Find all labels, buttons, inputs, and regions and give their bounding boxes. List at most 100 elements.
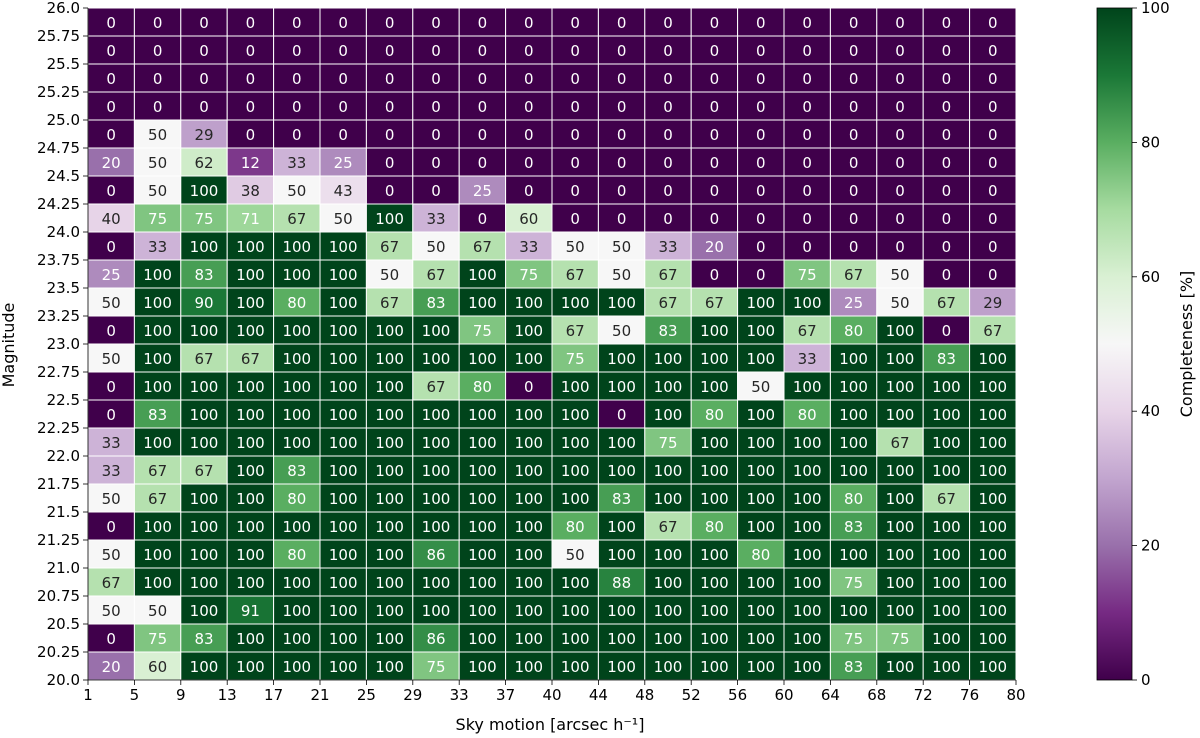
cell-value-label: 0 — [663, 42, 673, 60]
cell-value-label: 0 — [802, 98, 812, 116]
cell-value-label: 0 — [756, 182, 766, 200]
cell-value-label: 0 — [431, 70, 441, 88]
heatmap-cell — [969, 483, 1017, 513]
cell-value-label: 80 — [473, 378, 492, 396]
cell-value-label: 0 — [478, 154, 488, 172]
cell-value-label: 0 — [802, 70, 812, 88]
cell-value-label: 0 — [478, 42, 488, 60]
cell-value-label: 100 — [236, 462, 265, 480]
y-axis-label: Magnitude — [0, 303, 18, 388]
cell-value-label: 100 — [190, 518, 219, 536]
cell-value-label: 100 — [746, 602, 775, 620]
cell-value-label: 0 — [524, 126, 534, 144]
cell-value-label: 100 — [654, 546, 683, 564]
x-tick-label: 48 — [635, 686, 654, 704]
heatmap-cell — [969, 147, 1017, 177]
heatmap-cell — [319, 455, 367, 485]
y-tick-label: 22.0 — [47, 447, 80, 465]
cell-value-label: 0 — [942, 70, 952, 88]
cell-value-label: 0 — [292, 42, 302, 60]
colorbar-tick-label: 20 — [1141, 537, 1160, 555]
cell-value-label: 100 — [700, 490, 729, 508]
cell-value-label: 100 — [700, 602, 729, 620]
cell-value-label: 100 — [329, 322, 358, 340]
cell-value-label: 100 — [468, 574, 497, 592]
cell-value-label: 0 — [710, 42, 720, 60]
cell-value-label: 100 — [746, 294, 775, 312]
cell-value-label: 67 — [241, 350, 260, 368]
cell-value-label: 0 — [338, 42, 348, 60]
cell-value-label: 0 — [199, 14, 209, 32]
heatmap-cell — [551, 483, 599, 513]
cell-value-label: 0 — [570, 182, 580, 200]
cell-value-label: 100 — [978, 462, 1007, 480]
cell-value-label: 0 — [802, 126, 812, 144]
heatmap-cell — [365, 315, 414, 345]
cell-value-label: 100 — [422, 490, 451, 508]
cell-value-label: 0 — [106, 238, 116, 256]
heatmap-cell — [876, 371, 924, 401]
cell-value-label: 100 — [143, 378, 172, 396]
cell-value-label: 100 — [607, 462, 636, 480]
x-tick-label: 80 — [1006, 686, 1025, 704]
cell-value-label: 100 — [236, 574, 265, 592]
heatmap-cell — [783, 91, 831, 121]
heatmap-cell — [551, 35, 599, 65]
heatmap-cell — [180, 651, 228, 681]
y-tick-label: 20.5 — [47, 615, 80, 633]
cell-value-label: 0 — [524, 42, 534, 60]
heatmap-cell — [783, 7, 831, 37]
heatmap-cell — [690, 483, 739, 513]
cell-value-label: 0 — [802, 14, 812, 32]
cell-value-label: 67 — [566, 266, 585, 284]
heatmap-cell — [365, 539, 414, 569]
heatmap-cell — [783, 567, 831, 597]
cell-value-label: 100 — [375, 406, 404, 424]
cell-value-label: 0 — [617, 98, 627, 116]
cell-value-label: 0 — [431, 14, 441, 32]
y-tick-label: 20.75 — [37, 587, 80, 605]
cell-value-label: 0 — [431, 182, 441, 200]
heatmap-cell — [458, 175, 507, 205]
heatmap-cell — [783, 427, 831, 457]
heatmap-cell — [87, 231, 135, 261]
heatmap-cell — [644, 623, 692, 653]
cell-value-label: 33 — [658, 238, 677, 256]
x-tick-label: 68 — [867, 686, 886, 704]
cell-value-label: 86 — [426, 630, 445, 648]
cell-value-label: 100 — [143, 546, 172, 564]
heatmap-cell — [458, 91, 507, 121]
cell-value-label: 83 — [937, 350, 956, 368]
cell-value-label: 0 — [431, 126, 441, 144]
heatmap-cell — [133, 119, 182, 149]
cell-value-label: 100 — [375, 630, 404, 648]
cell-value-label: 0 — [802, 210, 812, 228]
cell-value-label: 0 — [617, 182, 627, 200]
colorbar-tick-label: 0 — [1141, 671, 1151, 689]
y-tick-label: 24.5 — [47, 167, 80, 185]
cell-value-label: 100 — [793, 574, 822, 592]
heatmap-cell — [505, 63, 553, 93]
cell-value-label: 83 — [844, 658, 863, 676]
cell-value-label: 100 — [143, 574, 172, 592]
cell-value-label: 80 — [287, 294, 306, 312]
heatmap-cell — [551, 119, 599, 149]
cell-value-label: 100 — [978, 378, 1007, 396]
y-tick-label: 21.0 — [47, 559, 80, 577]
colorbar-ticks: 0 20 40 60 80 100 — [1132, 0, 1170, 689]
cell-value-label: 0 — [710, 98, 720, 116]
y-tick-label: 23.5 — [47, 279, 80, 297]
heatmap-cell — [597, 483, 646, 513]
cell-value-label: 0 — [756, 126, 766, 144]
cell-value-label: 100 — [793, 602, 822, 620]
cell-value-label: 100 — [746, 490, 775, 508]
heatmap-cell — [737, 427, 785, 457]
cell-value-label: 100 — [607, 518, 636, 536]
cell-value-label: 75 — [844, 574, 863, 592]
heatmap-cell — [412, 119, 460, 149]
cell-value-label: 100 — [700, 574, 729, 592]
cell-value-label: 0 — [617, 42, 627, 60]
heatmap-cell — [273, 399, 321, 429]
cell-value-label: 100 — [329, 546, 358, 564]
heatmap-cell — [226, 567, 275, 597]
